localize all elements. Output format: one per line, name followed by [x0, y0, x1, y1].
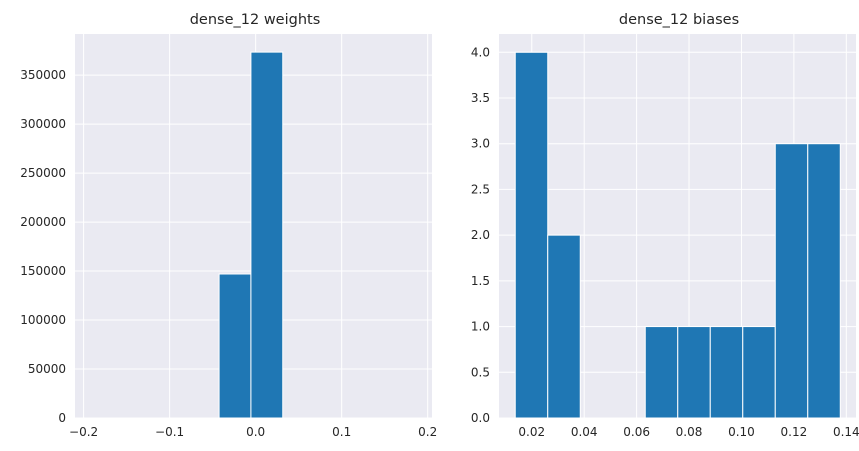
weights-x-tick-label: 0.2 — [418, 425, 437, 439]
biases-bar — [709, 326, 744, 419]
biases-x-tick-label: 0.08 — [676, 425, 703, 439]
biases-y-tick-label: 1.0 — [471, 320, 490, 334]
weights-x-tick-label: 0.1 — [332, 425, 351, 439]
biases-y-tick-label: 0.0 — [471, 411, 490, 425]
weights-y-tick-label: 50000 — [28, 362, 66, 376]
weights-bar — [218, 273, 252, 419]
weights-y-tick-label: 100000 — [20, 313, 66, 327]
biases-y-tick-label: 2.0 — [471, 228, 490, 242]
biases-y-tick-label: 1.5 — [471, 274, 490, 288]
weights-y-tick-label: 250000 — [20, 166, 66, 180]
biases-y-tick-label: 4.0 — [471, 45, 490, 59]
biases-bar — [514, 51, 549, 419]
weights-x-tick-label: −0.1 — [155, 425, 184, 439]
biases-y-tick-label: 3.0 — [471, 137, 490, 151]
biases-y-tick-label: 3.5 — [471, 91, 490, 105]
weights-x-tick-label: −0.2 — [69, 425, 98, 439]
weights-y-tick-label: 0 — [58, 411, 66, 425]
biases-bar — [677, 326, 711, 419]
biases-x-tick-label: 0.04 — [571, 425, 598, 439]
biases-histogram: dense_12 biases 0.02 0.04 0.06 0.08 0.10 0.12… — [471, 12, 859, 439]
weights-bar — [250, 51, 284, 419]
weights-chart-title: dense_12 weights — [190, 12, 321, 28]
biases-bar — [644, 326, 679, 419]
weights-y-tick-label: 350000 — [20, 68, 66, 82]
biases-x-tick-label: 0.10 — [728, 425, 755, 439]
biases-y-tick-label: 0.5 — [471, 365, 490, 379]
biases-x-tick-label: 0.06 — [623, 425, 650, 439]
weights-x-tick-label: 0.0 — [246, 425, 265, 439]
weights-histogram: dense_12 weights −0.2 −0.1 0.0 0.1 0.2 0 50000… — [20, 12, 437, 439]
biases-bar — [742, 326, 776, 419]
biases-x-tick-label: 0.12 — [781, 425, 808, 439]
biases-x-tick-label: 0.14 — [833, 425, 859, 439]
weights-y-tick-label: 150000 — [20, 264, 66, 278]
biases-y-tick-label: 2.5 — [471, 182, 490, 196]
weights-y-tick-label: 200000 — [20, 215, 66, 229]
biases-bar — [547, 234, 581, 419]
biases-chart-title: dense_12 biases — [619, 12, 739, 28]
biases-x-tick-label: 0.02 — [518, 425, 545, 439]
biases-bar — [807, 143, 841, 419]
weights-y-tick-label: 300000 — [20, 117, 66, 131]
biases-bar — [774, 143, 809, 419]
